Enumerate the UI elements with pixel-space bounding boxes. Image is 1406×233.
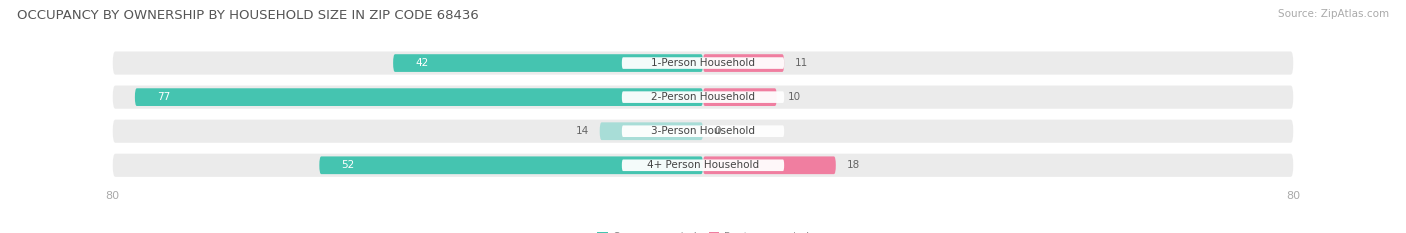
- FancyBboxPatch shape: [703, 156, 835, 174]
- Text: 52: 52: [342, 160, 354, 170]
- FancyBboxPatch shape: [319, 156, 703, 174]
- Text: 0: 0: [714, 126, 720, 136]
- Text: Source: ZipAtlas.com: Source: ZipAtlas.com: [1278, 9, 1389, 19]
- Text: 1-Person Household: 1-Person Household: [651, 58, 755, 68]
- Text: 10: 10: [787, 92, 801, 102]
- FancyBboxPatch shape: [621, 159, 785, 171]
- FancyBboxPatch shape: [112, 51, 1294, 75]
- Text: 18: 18: [846, 160, 860, 170]
- Legend: Owner-occupied, Renter-occupied: Owner-occupied, Renter-occupied: [593, 228, 813, 233]
- Text: 77: 77: [157, 92, 170, 102]
- Text: 42: 42: [415, 58, 429, 68]
- Text: 14: 14: [575, 126, 589, 136]
- FancyBboxPatch shape: [112, 154, 1294, 177]
- Text: 11: 11: [796, 58, 808, 68]
- FancyBboxPatch shape: [394, 54, 703, 72]
- FancyBboxPatch shape: [621, 125, 785, 137]
- FancyBboxPatch shape: [135, 88, 703, 106]
- FancyBboxPatch shape: [112, 86, 1294, 109]
- FancyBboxPatch shape: [703, 88, 776, 106]
- Text: 4+ Person Household: 4+ Person Household: [647, 160, 759, 170]
- FancyBboxPatch shape: [600, 122, 703, 140]
- FancyBboxPatch shape: [112, 120, 1294, 143]
- FancyBboxPatch shape: [703, 54, 785, 72]
- Text: OCCUPANCY BY OWNERSHIP BY HOUSEHOLD SIZE IN ZIP CODE 68436: OCCUPANCY BY OWNERSHIP BY HOUSEHOLD SIZE…: [17, 9, 478, 22]
- FancyBboxPatch shape: [621, 57, 785, 69]
- Text: 2-Person Household: 2-Person Household: [651, 92, 755, 102]
- Text: 3-Person Household: 3-Person Household: [651, 126, 755, 136]
- FancyBboxPatch shape: [621, 91, 785, 103]
